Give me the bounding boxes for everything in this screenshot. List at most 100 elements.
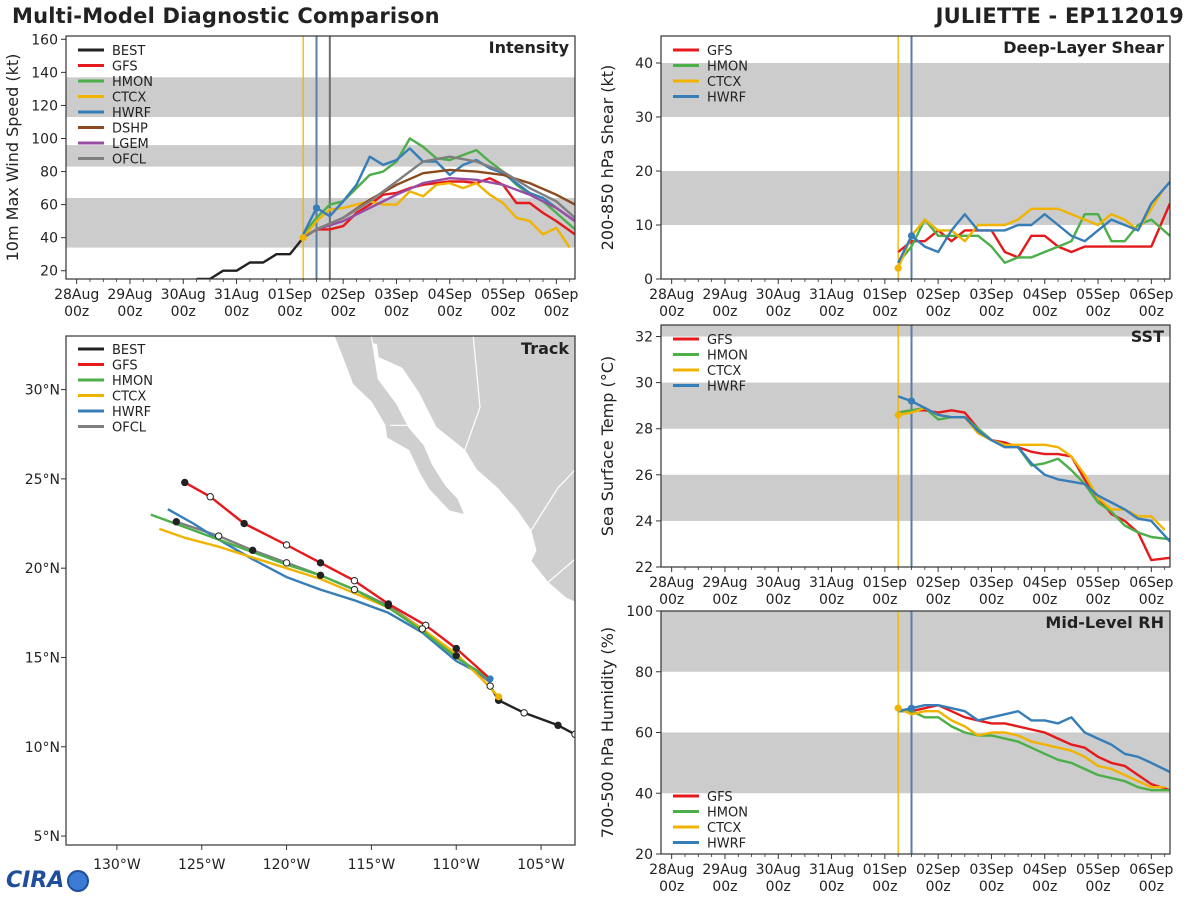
legend-label-hwrf: HWRF [112,106,151,121]
x-tick-label-day: 31Aug [809,575,854,591]
y-axis-label: 10m Max Wind Speed (kt) [3,54,22,262]
x-tick-label-hour: 00z [872,304,897,320]
track-point-gfs [350,576,359,585]
y-tick-label: 28 [635,422,653,438]
init-marker-ctcx [894,264,902,272]
x-tick-label-day: 01Sep [863,862,907,878]
series-group [897,395,1170,562]
track-line-hwrf [167,508,491,680]
series-line-ctcx [897,707,1165,789]
x-tick-label-hour: 00z [712,592,737,608]
x-tick-label-hour: 00z [659,304,684,320]
legend-label-gfs: GFS [707,44,733,59]
legend-label-gfs: GFS [707,790,733,805]
init-marker-ctcx [894,704,902,712]
series-group [196,137,575,279]
legend-label-gfs: GFS [707,333,733,348]
plot-frame [660,324,1171,568]
x-tick-label-day: 03Sep [969,287,1013,303]
x-tick-label-day: 04Sep [1023,287,1067,303]
x-tick-label-hour: 00z [712,304,737,320]
track-point-best [486,682,494,690]
track-point-ofcl [282,559,291,567]
y-tick-label: 0 [644,272,653,288]
x-tick-label-day: 06Sep [1129,287,1173,303]
x-tick-label-day: 31Aug [214,287,259,303]
band-1 [661,611,1170,672]
x-tick-label-hour: 00z [979,879,1004,895]
series-line-ofcl [302,155,575,239]
legend-label-ctcx: CTCX [707,75,741,90]
y-tick-label: 15°N [25,650,60,666]
plot-frame [660,35,1171,280]
x-tick-label-hour: 00z [926,304,951,320]
x-tick-label-hour: 00z [819,592,844,608]
track-line-gfs [184,481,491,680]
legend-label-ctcx: CTCX [707,364,741,379]
x-tick-label-hour: 00z [1085,592,1110,608]
x-tick-label-day: 06Sep [1129,862,1173,878]
plot-frame [65,335,576,846]
x-tick-label-hour: 00z [766,879,791,895]
x-tick-label-hour: 00z [872,592,897,608]
y-axis-label: 700-500 hPa Humidity (%) [598,627,617,838]
x-tick-label: 110°W [432,857,480,873]
y-tick-label: 25°N [25,472,60,488]
x-tick-label-hour: 00z [224,304,249,320]
legend-label-hwrf: HWRF [707,380,746,395]
y-tick-label: 60 [40,198,58,214]
legend-label-hwrf: HWRF [707,837,746,852]
y-tick-label: 5°N [34,829,60,845]
legend-label-gfs: GFS [112,60,138,75]
cira-logo: CIRA [6,868,90,893]
init-marker-hwrf [907,704,916,712]
x-tick-label-hour: 00z [979,592,1004,608]
x-tick-label-hour: 00z [766,304,791,320]
y-tick-label: 60 [635,726,653,742]
x-tick-label-hour: 00z [1139,879,1164,895]
legend-label-hmon: HMON [707,349,748,364]
x-tick-label-hour: 00z [872,879,897,895]
y-tick-label: 24 [635,514,653,530]
x-tick-label-day: 04Sep [1023,575,1067,591]
y-tick-label: 26 [635,468,653,484]
x-tick-label-day: 30Aug [756,862,801,878]
y-axis-label: Sea Surface Temp (°C) [598,356,617,536]
track-point-gfs [240,519,248,528]
x-tick-label-hour: 00z [117,304,142,320]
x-tick-label-day: 03Sep [969,862,1013,878]
x-tick-label-day: 04Sep [1023,862,1067,878]
track-point-gfs [181,478,189,487]
track-line-ofcl [175,520,491,684]
track-point-ofcl [418,625,426,633]
x-tick-label-hour: 00z [1139,592,1164,608]
series-line-ctcx [897,186,1166,269]
x-tick-label-hour: 00z [1032,879,1057,895]
x-tick-label-hour: 00z [1085,304,1110,320]
track-point-ofcl [172,518,180,526]
y-tick-label: 160 [31,32,58,48]
x-tick-label-hour: 00z [819,304,844,320]
x-tick-label-day: 04Sep [428,287,472,303]
series-line-gfs [897,202,1170,259]
chart-shear: 01020304028Aug00z29Aug00z30Aug00z31Aug00… [598,35,1174,320]
plot-frame [65,35,576,280]
y-tick-label: 140 [31,65,58,81]
track-point-ofcl [350,585,359,594]
x-tick-label-day: 28Aug [649,575,694,591]
legend-label-ctcx: CTCX [707,821,741,836]
x-tick-label-day: 01Sep [863,287,907,303]
chart-sst: 22242628303228Aug00z29Aug00z30Aug00z31Au… [598,324,1174,608]
band-1 [661,63,1170,117]
x-tick-label-day: 29Aug [702,287,747,303]
x-tick-label-hour: 00z [544,304,569,320]
legend-label-hmon: HMON [112,75,153,90]
band-0 [661,171,1170,225]
series-line-hwrf [302,147,575,235]
y-tick-label: 30°N [25,383,60,399]
band-0 [66,198,575,248]
legend-label-ctcx: CTCX [112,91,146,106]
state-border [464,336,481,451]
series-line-hwrf [897,704,1170,774]
legend-label-hmon: HMON [707,60,748,75]
